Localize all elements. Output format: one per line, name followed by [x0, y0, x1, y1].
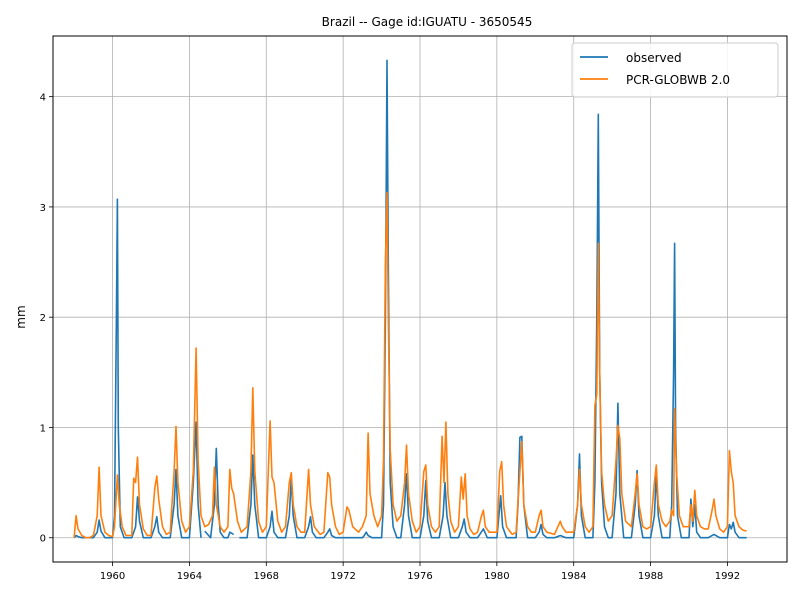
x-axis: 1960 1964 1968 1972 1976 1980 1984 1988 1992 — [100, 562, 740, 582]
x-tick-label: 1972 — [330, 571, 355, 582]
x-tick-label: 1968 — [254, 571, 279, 582]
y-tick-label: 2 — [40, 313, 46, 324]
legend-label: PCR-GLOBWB 2.0 — [626, 73, 730, 87]
x-tick-label: 1988 — [638, 571, 663, 582]
legend-label: observed — [626, 51, 682, 65]
y-axis: 0 1 2 3 4 — [40, 93, 53, 545]
y-tick-label: 4 — [40, 93, 46, 104]
x-tick-label: 1980 — [484, 571, 509, 582]
series-layer — [73, 59, 747, 539]
series-line-observed — [73, 59, 747, 539]
x-tick-label: 1984 — [561, 571, 586, 582]
y-tick-label: 0 — [40, 534, 46, 545]
legend-box — [571, 42, 779, 98]
y-tick-label: 3 — [40, 203, 46, 214]
y-tick-label: 1 — [40, 423, 46, 434]
x-tick-label: 1960 — [100, 571, 125, 582]
x-tick-label: 1992 — [715, 571, 740, 582]
chart-title: Brazil -- Gage id:IGUATU - 3650545 — [322, 15, 533, 29]
series-line-pcr-globwb — [73, 191, 747, 539]
y-axis-label: mm — [14, 305, 28, 328]
x-tick-label: 1976 — [407, 571, 432, 582]
legend: observed PCR-GLOBWB 2.0 — [571, 42, 779, 98]
x-tick-label: 1964 — [177, 571, 202, 582]
